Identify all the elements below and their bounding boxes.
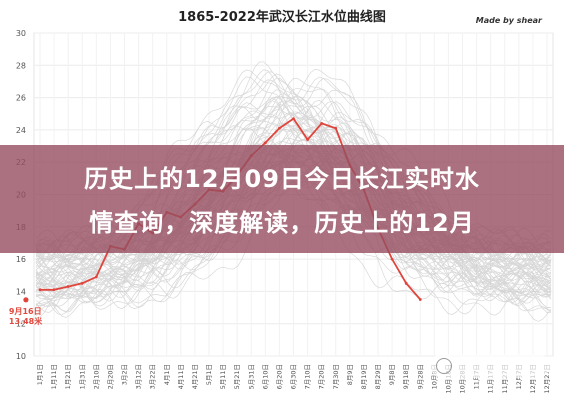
x-tick-label: 2月20日 xyxy=(106,364,114,389)
source-watermark xyxy=(430,354,550,378)
watermark-logo-icon xyxy=(436,358,452,374)
series-point xyxy=(38,288,42,292)
x-tick-label: 5月21日 xyxy=(233,364,241,389)
x-tick-label: 1月11日 xyxy=(50,364,58,389)
series-point xyxy=(66,285,70,288)
headline-line-2: 情查询，深度解读，历史上的12月 xyxy=(89,209,475,237)
series-point xyxy=(418,298,422,301)
x-tick-label: 4月1日 xyxy=(163,364,171,385)
x-tick-label: 10月18日 xyxy=(444,364,452,394)
series-point xyxy=(263,141,267,145)
x-tick-label: 5月11日 xyxy=(219,364,227,389)
history-curve xyxy=(35,111,552,288)
x-tick-label: 4月11日 xyxy=(177,364,185,389)
x-tick-label: 8月9日 xyxy=(346,364,354,385)
x-tick-label: 1月21日 xyxy=(64,364,72,389)
headline-banner: 历史上的12月09日今日长江实时水 情查询，深度解读，历史上的12月 xyxy=(0,145,564,253)
x-tick-label: 3月12日 xyxy=(135,364,143,389)
x-tick-label: 6月20日 xyxy=(275,364,283,389)
x-tick-label: 7月10日 xyxy=(304,364,312,389)
y-tick-label: 12 xyxy=(16,320,26,329)
history-curve xyxy=(35,127,552,302)
x-tick-label: 12月27日 xyxy=(543,364,551,394)
x-tick-label: 7月20日 xyxy=(318,364,326,389)
series-point xyxy=(292,117,295,120)
annotation-point xyxy=(23,297,29,303)
series-point xyxy=(404,281,408,285)
x-tick-label: 10月28日 xyxy=(459,364,467,394)
history-curve xyxy=(35,78,552,294)
series-point xyxy=(334,126,338,130)
chart-title: 1865-2022年武汉长江水位曲线图 xyxy=(178,10,386,25)
x-tick-label: 9月8日 xyxy=(388,364,396,385)
series-point xyxy=(52,288,56,292)
x-tick-label: 3月22日 xyxy=(149,364,157,389)
x-tick-label: 8月19日 xyxy=(360,364,368,389)
series-point xyxy=(390,257,394,261)
x-tick-label: 6月10日 xyxy=(261,364,269,389)
headline-line-1: 历史上的12月09日今日长江实时水 xyxy=(84,165,480,193)
y-tick-label: 26 xyxy=(16,94,26,103)
history-curve xyxy=(35,127,552,307)
x-tick-label: 4月21日 xyxy=(191,364,199,389)
y-tick-label: 28 xyxy=(16,61,26,70)
history-curve xyxy=(35,77,552,285)
x-tick-label: 11月17日 xyxy=(487,364,495,394)
x-tick-label: 6月30日 xyxy=(290,364,298,389)
y-tick-label: 14 xyxy=(16,287,26,296)
chart-credit: Made by shear xyxy=(475,16,542,25)
x-tick-label: 12月17日 xyxy=(529,364,537,394)
series-point xyxy=(320,122,324,125)
history-curve xyxy=(35,78,552,300)
annotation-line: 13.48米 xyxy=(8,316,43,326)
x-tick-label: 3月2日 xyxy=(121,364,129,385)
y-tick-label: 30 xyxy=(16,29,26,38)
annotation-line: 9月16日 xyxy=(8,306,42,316)
x-tick-label: 5月31日 xyxy=(247,364,255,389)
x-tick-label: 8月29日 xyxy=(374,364,382,389)
x-tick-label: 2月10日 xyxy=(92,364,100,389)
x-tick-label: 1月31日 xyxy=(78,364,86,389)
y-tick-label: 16 xyxy=(16,255,26,264)
y-tick-label: 24 xyxy=(16,126,26,135)
y-tick-label: 10 xyxy=(16,352,26,361)
history-curve xyxy=(35,135,552,305)
x-tick-label: 7月30日 xyxy=(332,364,340,389)
annotation-label: 9月16日 13.48米 xyxy=(9,307,42,327)
series-point xyxy=(80,281,84,285)
x-tick-label: 11月27日 xyxy=(501,364,509,394)
x-tick-label: 9月28日 xyxy=(416,364,424,389)
x-tick-label: 10月8日 xyxy=(430,364,438,389)
x-tick-label: 5月1日 xyxy=(205,364,213,385)
series-point xyxy=(94,275,98,279)
series-point xyxy=(278,126,281,130)
x-tick-label: 9月18日 xyxy=(402,364,410,389)
x-tick-label: 1月1日 xyxy=(36,364,44,385)
series-point xyxy=(306,138,309,141)
history-curve xyxy=(35,100,552,281)
